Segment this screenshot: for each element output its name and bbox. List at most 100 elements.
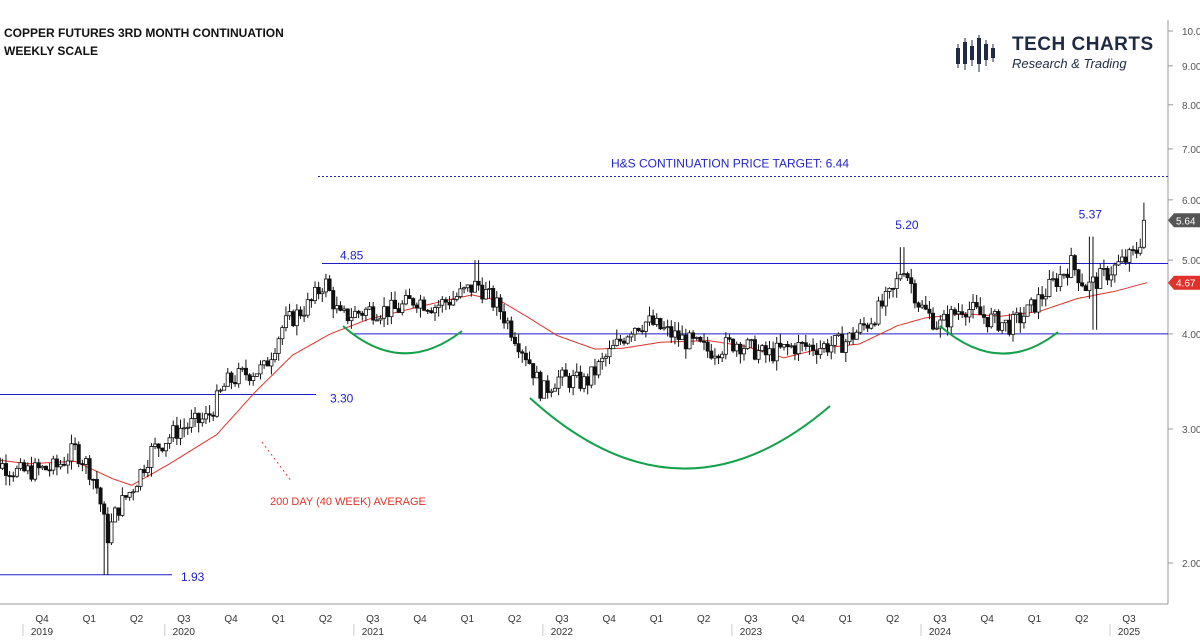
candle-body xyxy=(923,304,928,310)
candle-body xyxy=(51,458,56,471)
quarter-label: Q3 xyxy=(177,614,191,625)
candle-body xyxy=(462,287,467,290)
candle-body xyxy=(781,344,786,348)
moving-average-price-tag-shape xyxy=(1168,275,1200,290)
candle-body xyxy=(400,303,405,313)
candle-body xyxy=(465,284,470,289)
candle-body xyxy=(142,469,147,473)
candle-body xyxy=(414,304,419,309)
candle-body xyxy=(243,367,248,376)
candle-body xyxy=(502,311,507,324)
candle-body xyxy=(767,348,772,356)
average-annotation-pointer xyxy=(261,441,293,483)
candle-body xyxy=(1054,278,1059,287)
candle-body xyxy=(1029,299,1034,306)
candle-body xyxy=(393,299,398,309)
moving-average-price-tag: 4.67 xyxy=(1168,275,1200,290)
quarter-label: Q4 xyxy=(35,614,49,625)
candle-body xyxy=(1014,312,1019,315)
candle-body xyxy=(458,288,463,297)
quarter-label: Q2 xyxy=(508,614,522,625)
quarter-label: Q2 xyxy=(319,614,333,625)
candle-body xyxy=(505,320,510,324)
candle-body xyxy=(847,332,852,343)
candle-body xyxy=(796,342,801,355)
candle-body xyxy=(313,286,318,302)
candle-body xyxy=(345,308,350,322)
candle-body xyxy=(429,310,434,314)
candle-body xyxy=(720,353,725,359)
candle-body xyxy=(189,418,194,428)
candle-body xyxy=(738,343,743,355)
candle-body xyxy=(956,311,961,315)
candle-body xyxy=(632,327,637,335)
candle-body xyxy=(411,298,416,306)
candle-body xyxy=(967,309,972,318)
candle-body xyxy=(363,308,368,316)
candle-body xyxy=(811,344,816,352)
candle-body xyxy=(571,375,576,388)
candle-body xyxy=(149,446,154,468)
candle-body xyxy=(225,372,230,387)
candle-body xyxy=(912,283,917,304)
candle-body xyxy=(182,427,187,430)
candle-body xyxy=(883,291,888,307)
candle-body xyxy=(662,327,667,330)
candle-body xyxy=(447,301,452,306)
candle-body xyxy=(1138,246,1143,254)
candle-body xyxy=(425,309,430,312)
candle-body xyxy=(327,278,332,291)
candle-body xyxy=(665,326,670,329)
candle-body xyxy=(178,428,183,439)
price-axis-label: 10.00 xyxy=(1182,27,1200,38)
candle-body xyxy=(269,359,274,367)
price-axis-label: 3.00 xyxy=(1182,425,1200,436)
year-label: 2023 xyxy=(740,627,763,638)
candle-body xyxy=(163,443,168,452)
candle-body xyxy=(636,327,641,332)
quarter-label: Q1 xyxy=(839,614,853,625)
candle-body xyxy=(98,487,103,505)
candle-body xyxy=(236,368,241,385)
candle-body xyxy=(174,425,179,439)
price-axis-label: 4.00 xyxy=(1182,330,1200,341)
current-price-tag: 5.64 xyxy=(1168,213,1200,228)
candle-body xyxy=(7,475,12,477)
candle-body xyxy=(222,385,227,391)
quarter-label: Q1 xyxy=(1028,614,1042,625)
candle-body xyxy=(1018,312,1023,324)
candle-body xyxy=(680,334,685,340)
candle-body xyxy=(971,302,976,310)
pattern-arcs xyxy=(342,325,1059,470)
candle-body xyxy=(1083,285,1088,291)
candle-body xyxy=(614,338,619,346)
candle-body xyxy=(909,277,914,285)
candle-body xyxy=(25,465,30,472)
candle-body xyxy=(640,330,645,333)
candle-body xyxy=(709,350,714,359)
candle-body xyxy=(1116,261,1121,266)
quarter-label: Q2 xyxy=(697,614,711,625)
candle-body xyxy=(916,302,921,308)
candle-body xyxy=(105,513,110,544)
candle-body xyxy=(723,337,728,355)
candle-body xyxy=(160,447,165,452)
candle-body xyxy=(280,327,285,340)
candle-body xyxy=(771,348,776,362)
candle-body xyxy=(145,467,150,473)
candle-body xyxy=(836,333,841,337)
candle-body xyxy=(589,366,594,386)
candle-body xyxy=(123,495,128,498)
candle-body xyxy=(407,295,412,299)
candle-body xyxy=(367,306,372,310)
candle-body xyxy=(563,369,568,377)
candle-body xyxy=(302,314,307,317)
candle-body xyxy=(54,458,59,468)
candle-body xyxy=(1101,268,1106,270)
candle-body xyxy=(1069,255,1074,278)
candle-body xyxy=(840,333,845,353)
candle-body xyxy=(716,355,721,359)
quarter-label: Q3 xyxy=(555,614,569,625)
candle-body xyxy=(156,443,161,449)
candle-body xyxy=(996,311,1001,331)
